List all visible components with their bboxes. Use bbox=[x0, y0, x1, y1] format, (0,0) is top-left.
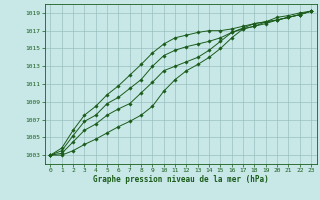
X-axis label: Graphe pression niveau de la mer (hPa): Graphe pression niveau de la mer (hPa) bbox=[93, 175, 269, 184]
